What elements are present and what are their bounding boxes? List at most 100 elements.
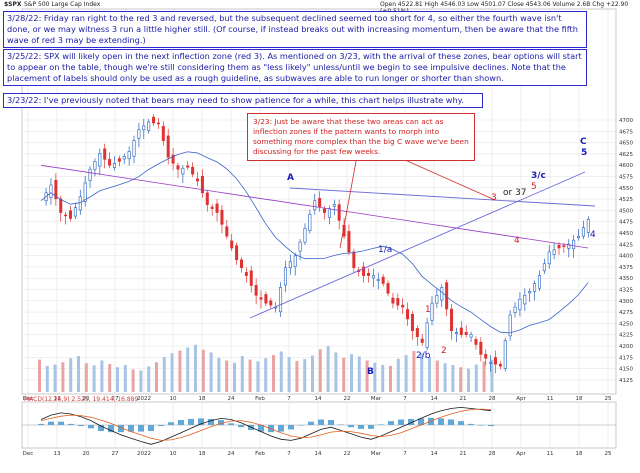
candle-body (577, 235, 581, 239)
x-tick-label: 28 (489, 396, 496, 402)
x-tick-label-bottom: 18 (576, 451, 583, 457)
candle-body (454, 332, 458, 334)
y-tick-label: 4650 (619, 141, 633, 147)
volume-bar (350, 354, 353, 392)
x-tick-label-bottom: 21 (460, 451, 467, 457)
candle-body (88, 168, 92, 181)
ma-50-line (40, 151, 589, 334)
x-tick-label-bottom: 18 (199, 451, 206, 457)
candle-body (376, 279, 380, 281)
volume-bar (459, 367, 463, 392)
candle-body (210, 206, 214, 209)
macd-histogram-bar (318, 419, 324, 425)
volume-bar (170, 353, 174, 392)
x-tick-label-bottom: Mar (371, 451, 382, 457)
x-tick-label: 10 (170, 396, 177, 402)
candle-body (479, 341, 483, 355)
volume-bar (69, 358, 73, 392)
candle-body (161, 125, 165, 141)
y-tick-label: 4200 (619, 344, 633, 350)
macd-histogram-bar (338, 424, 344, 425)
volume-bar (389, 365, 392, 392)
macd-histogram-bar (98, 425, 104, 432)
volume-bar (295, 360, 299, 392)
ma-200-line (40, 164, 589, 249)
macd-histogram-bar (208, 418, 214, 425)
candle-body (493, 357, 497, 365)
note-march-28: 3/28/22: Friday ran right to the red 3 a… (3, 11, 587, 48)
x-tick-label-bottom: 25 (605, 451, 612, 457)
macd-histogram-bar (438, 418, 444, 425)
y-tick-label: 4525 (619, 197, 633, 203)
volume-bars (38, 344, 494, 392)
x-tick-label-bottom: 11 (547, 451, 554, 457)
volume-bar (412, 351, 416, 392)
candle-body (513, 306, 517, 313)
candle-body (200, 176, 204, 194)
wave-label-4-blue: 4 (590, 230, 596, 240)
candle-body (489, 361, 493, 364)
volume-bar (256, 361, 260, 392)
macd-histogram-bar (148, 425, 154, 432)
macd-histogram-bar (488, 425, 494, 427)
candle-body (562, 245, 566, 247)
candle-body (196, 178, 200, 182)
candle-body (552, 249, 556, 255)
y-tick-label: 4400 (619, 254, 633, 260)
candle-body (332, 204, 336, 207)
volume-bar (240, 356, 244, 392)
volume-bar (108, 364, 112, 392)
y-tick-label: 4250 (619, 321, 633, 327)
x-tick-label: Dec (23, 396, 34, 402)
x-tick-label: 14 (431, 396, 438, 402)
volume-bar (443, 363, 447, 392)
macd-histogram-bar (418, 418, 424, 425)
wave-label-3-red: 3 (491, 193, 497, 203)
candle-body (415, 328, 419, 337)
macd-histogram-bar (238, 425, 244, 428)
candle-body (181, 167, 185, 175)
candle-body (581, 227, 585, 237)
x-tick-label: 2022 (137, 396, 151, 402)
macd-histogram-bar (88, 425, 94, 429)
x-tick-label-bottom: 20 (83, 451, 90, 457)
x-tick-label: 24 (228, 396, 235, 402)
x-tick-label: Apr (516, 396, 526, 402)
y-tick-label: 4125 (619, 378, 633, 384)
macd-line (40, 406, 492, 445)
wave-label-2-red: 2 (441, 346, 447, 356)
macd-histogram-bar (168, 422, 174, 425)
macd-histogram-bar (38, 423, 44, 425)
macd-histogram-bar (158, 425, 164, 427)
macd-histogram-bar (218, 420, 224, 425)
volume-bar (217, 357, 221, 392)
candle-body (69, 210, 73, 219)
x-tick-label-bottom: 13 (54, 451, 61, 457)
x-tick-label: Mar (371, 396, 382, 402)
x-tick-label-bottom: 14 (315, 451, 322, 457)
candle-body (54, 179, 58, 200)
y-tick-label: 4150 (619, 367, 633, 373)
candle-body (518, 298, 522, 310)
macd-histogram-bar (398, 419, 404, 425)
candle-body (318, 198, 322, 207)
candle-body (239, 259, 243, 268)
volume-bar (428, 356, 431, 392)
candle-body (147, 121, 151, 131)
candle-body (171, 154, 175, 164)
volume-bar (272, 355, 275, 392)
candle-body (59, 198, 63, 213)
x-tick-label-bottom: 7 (287, 451, 291, 457)
macd-histogram-bar (188, 418, 194, 425)
x-tick-label: 27 (112, 396, 119, 402)
macd-histogram-bar (198, 418, 204, 425)
wave-label-1a: 1/a (378, 245, 393, 255)
volume-bar (131, 369, 135, 392)
candle-body (337, 204, 341, 221)
candle-body (64, 214, 68, 217)
candle-body (220, 209, 224, 225)
candle-body (191, 166, 195, 175)
candle-body (533, 283, 537, 292)
volume-bar (162, 356, 166, 392)
volume-bar (116, 367, 119, 392)
